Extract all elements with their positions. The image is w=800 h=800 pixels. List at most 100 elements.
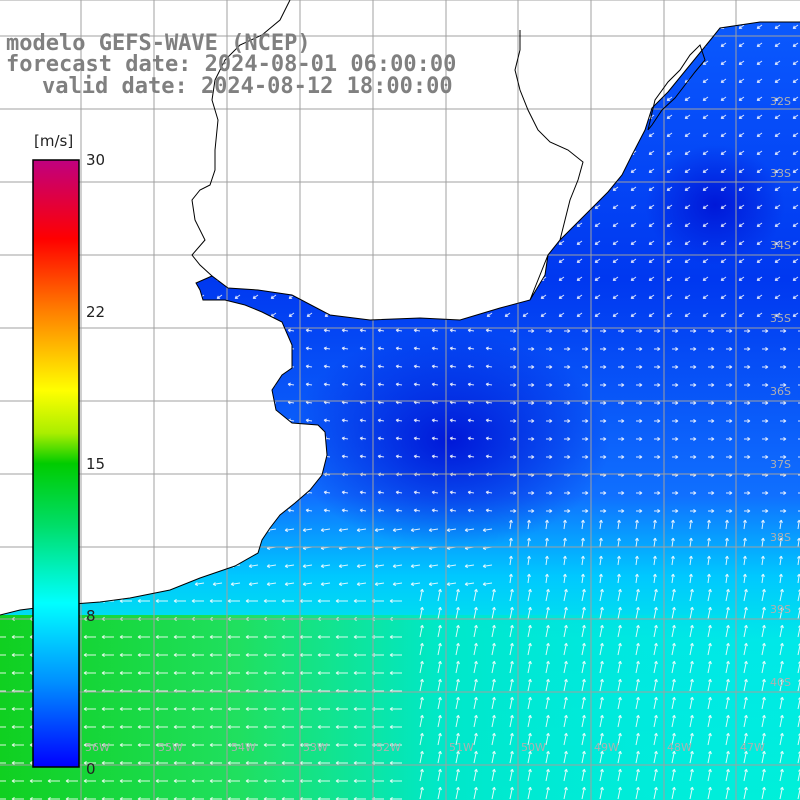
wind-arrow [90,114,97,120]
wind-arrow [720,240,727,246]
wind-arrow [708,491,715,495]
wind-arrow [0,364,7,369]
wind-arrow [708,401,715,405]
wind-arrow [666,168,673,174]
wind-arrow [792,42,799,48]
wind-arrow [450,222,457,228]
wind-arrow [360,150,367,156]
wind-arrow [798,365,800,369]
wind-arrow [612,168,619,174]
wind-arrow [0,96,7,102]
wind-arrow [671,768,676,782]
wind-arrow [389,653,402,657]
wind-arrow [378,150,385,156]
wind-arrow [342,24,349,30]
wind-arrow [191,671,204,675]
wind-arrow [216,294,223,300]
wind-arrow [467,490,475,495]
wind-arrow [666,60,673,66]
wind-arrow [527,660,532,674]
wind-arrow [635,624,640,638]
wind-arrow [119,779,132,783]
wind-arrow [797,678,800,692]
wind-arrow [546,419,553,423]
wind-arrow [540,294,547,300]
wind-arrow [720,258,727,264]
wind-arrow [756,204,763,210]
wind-arrow [209,671,222,675]
wind-arrow [491,678,496,692]
wind-arrow [437,588,442,602]
wind-arrow [306,186,313,192]
wind-arrow [101,653,114,657]
wind-arrow [230,528,241,532]
wind-arrow [702,222,709,228]
wind-arrow [684,132,691,138]
wind-arrow [155,779,168,783]
wind-arrow [509,660,514,674]
wind-arrow [155,653,168,657]
wind-arrow [582,419,589,423]
wind-arrow [428,582,439,586]
wind-arrow [0,276,7,282]
wind-arrow [690,401,697,405]
wind-arrow [234,240,241,246]
wind-arrow [180,240,187,246]
wind-arrow [191,761,204,765]
wind-arrow [449,490,457,495]
wind-arrow [378,114,385,120]
wind-arrow [706,573,711,584]
wind-arrow [482,564,493,568]
wind-arrow [179,382,187,387]
wind-arrow [654,491,661,495]
wind-arrow [558,114,565,120]
wind-arrow [528,383,535,387]
wind-arrow [725,642,730,656]
wind-arrow [576,294,583,300]
wind-arrow [491,696,496,710]
wind-arrow [594,96,601,102]
wind-arrow [760,519,765,530]
wind-arrow [245,743,258,747]
wind-arrow [684,114,691,120]
wind-arrow [0,454,7,459]
wind-arrow [360,276,367,282]
wind-arrow [270,168,277,174]
wind-arrow [162,150,169,156]
wind-arrow [690,437,697,441]
wind-arrow [797,786,800,800]
wind-arrow [671,588,676,602]
wind-arrow [486,240,493,246]
wind-arrow [743,624,748,638]
title-forecast-date: forecast date: 2024-08-01 06:00:00 [6,52,457,77]
wind-arrow [473,606,478,620]
wind-arrow [396,24,403,30]
wind-arrow [491,786,496,800]
wind-arrow [720,150,727,156]
wind-arrow [392,528,403,532]
wind-arrow [389,671,402,675]
wind-arrow [119,671,132,675]
wind-arrow [108,24,115,30]
wind-arrow [563,606,568,620]
wind-arrow [576,114,583,120]
wind-arrow [527,768,532,782]
wind-arrow [564,365,571,369]
wind-arrow [600,383,607,387]
wind-arrow [0,222,7,228]
wind-arrow [743,750,748,764]
wind-arrow [437,732,442,746]
wind-arrow [432,312,439,318]
wind-arrow [0,635,6,639]
wind-arrow [395,454,403,459]
wind-arrow [197,490,205,495]
wind-arrow [648,258,655,264]
wind-arrow [486,186,493,192]
wind-arrow [756,42,763,48]
wind-arrow [342,294,349,300]
wind-arrow [779,588,784,602]
wind-arrow [158,582,169,586]
wind-arrow [143,454,151,459]
wind-arrow [65,779,78,783]
wind-arrow [306,276,313,282]
